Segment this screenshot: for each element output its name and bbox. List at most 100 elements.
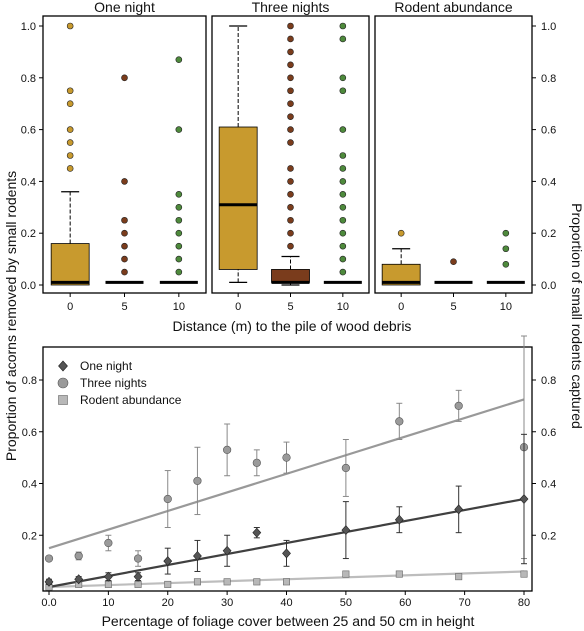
- data-point: [282, 548, 291, 559]
- outlier-point: [339, 87, 347, 95]
- y-tick-label: 0.4: [541, 479, 556, 491]
- y-tick-label: 0.8: [541, 73, 556, 85]
- y-tick-label: 0.2: [541, 530, 556, 542]
- y-tick-label: 0.6: [541, 125, 556, 137]
- outlier-point: [175, 56, 183, 63]
- y-tick-label: 0.2: [21, 228, 36, 240]
- outlier-point: [175, 242, 183, 250]
- outlier-point: [287, 242, 294, 250]
- outlier-point: [66, 22, 74, 30]
- outlier-point: [121, 74, 128, 82]
- outlier-point: [287, 74, 294, 82]
- data-point: [253, 578, 261, 586]
- outlier-point: [339, 191, 347, 198]
- outlier-point: [287, 178, 294, 185]
- scatter-x-axis-label: Percentage of foliage cover between 25 a…: [102, 613, 475, 629]
- data-point: [341, 463, 350, 473]
- outlier-point: [339, 22, 347, 30]
- y-tick-label: 0.4: [541, 176, 556, 188]
- x-tick-label: 0: [67, 301, 73, 313]
- outlier-point: [175, 191, 183, 198]
- outlier-point: [502, 245, 510, 253]
- panel-title: Three nights: [252, 0, 330, 15]
- outlier-point: [175, 126, 183, 133]
- outlier-point: [175, 255, 183, 263]
- y-tick-label: 0.8: [22, 375, 37, 387]
- outlier-point: [121, 255, 128, 263]
- x-tick-label: 40: [280, 597, 292, 609]
- panel-title: Rodent abundance: [394, 0, 513, 15]
- y-tick-label: 0.4: [21, 176, 36, 188]
- box: [50, 243, 90, 286]
- y-tick-label: 0.8: [541, 375, 556, 387]
- outlier-point: [287, 165, 294, 172]
- x-tick-label: 10: [500, 301, 512, 313]
- outlier-point: [339, 152, 347, 159]
- data-point: [44, 576, 54, 587]
- data-point: [193, 550, 202, 561]
- data-point: [520, 570, 528, 578]
- outlier-point: [66, 152, 74, 159]
- data-point: [133, 571, 143, 582]
- data-point: [103, 571, 113, 582]
- box: [271, 269, 310, 283]
- outlier-point: [287, 113, 294, 120]
- outlier-point: [450, 258, 457, 265]
- outlier-point: [339, 35, 347, 43]
- outlier-point: [339, 216, 347, 224]
- x-tick-label: 0.0: [41, 597, 56, 609]
- outlier-point: [287, 87, 294, 95]
- scatter-frame: [42, 346, 533, 592]
- outlier-point: [339, 242, 347, 250]
- box-x-axis-label: Distance (m) to the pile of wood debris: [173, 318, 412, 334]
- data-point: [395, 570, 403, 578]
- box: [218, 126, 258, 270]
- x-tick-label: 5: [450, 301, 456, 313]
- x-tick-label: 60: [399, 597, 411, 609]
- outlier-point: [66, 126, 74, 133]
- x-tick-label: 5: [287, 301, 293, 313]
- y-tick-label: 0.2: [541, 228, 556, 240]
- panel-title: One night: [94, 0, 155, 15]
- y-tick-label: 0.0: [21, 280, 36, 292]
- outlier-point: [339, 165, 347, 172]
- outlier-point: [287, 35, 294, 43]
- outlier-point: [502, 260, 510, 268]
- data-point: [282, 578, 290, 586]
- outlier-point: [502, 229, 510, 237]
- data-point: [163, 494, 172, 504]
- y-tick-label: 0.6: [541, 427, 556, 439]
- data-point: [342, 570, 350, 578]
- data-point: [223, 445, 232, 454]
- legend-label: One night: [80, 359, 133, 373]
- data-point: [104, 538, 113, 548]
- y-tick-label: 0.4: [22, 479, 37, 491]
- data-point: [282, 453, 291, 462]
- x-tick-label: 50: [340, 597, 352, 609]
- data-point: [394, 514, 404, 525]
- x-tick-label: 10: [102, 597, 114, 609]
- outlier-point: [287, 22, 294, 30]
- outlier-point: [121, 178, 128, 185]
- outlier-point: [287, 48, 294, 56]
- box: [381, 263, 421, 286]
- legend-marker: [58, 360, 68, 372]
- y-axis-label-left: Proportion of acorns removed by small ro…: [3, 171, 19, 461]
- data-point: [455, 573, 463, 581]
- trend-line: [48, 398, 525, 550]
- outlier-point: [121, 216, 128, 224]
- data-point: [252, 458, 261, 467]
- y-tick-label: 0.8: [21, 73, 36, 85]
- legend-label: Rodent abundance: [80, 393, 182, 407]
- legend-marker: [58, 395, 68, 405]
- outlier-point: [121, 229, 128, 237]
- outlier-point: [339, 204, 347, 211]
- outlier-point: [121, 268, 128, 276]
- x-tick-label: 80: [518, 597, 530, 609]
- x-tick-label: 0: [235, 301, 241, 313]
- x-tick-label: 5: [121, 301, 127, 313]
- data-point: [395, 417, 404, 426]
- y-tick-label: 1.0: [541, 21, 556, 33]
- x-tick-label: 30: [221, 597, 233, 609]
